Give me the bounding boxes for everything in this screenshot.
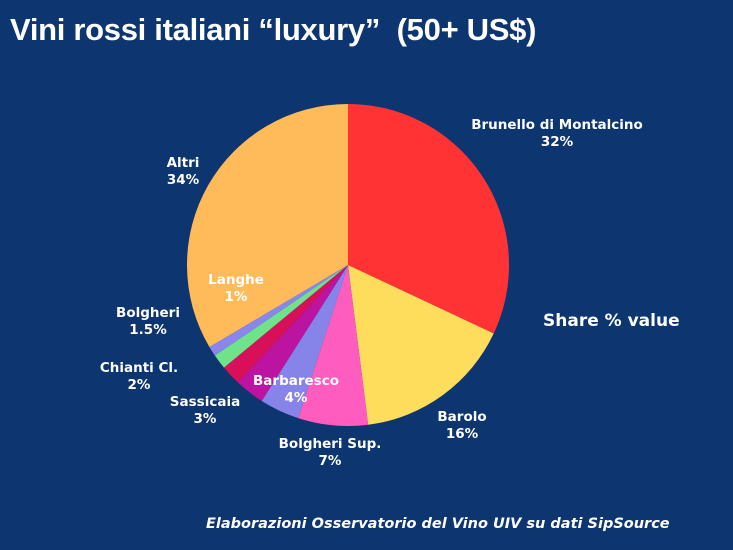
pie-slice-bolgheri-sup	[298, 265, 369, 426]
pie-slice-bolgheri	[214, 265, 348, 368]
slice-label-percent: 32%	[540, 134, 574, 150]
pie-slice-chianti-cl	[223, 265, 348, 383]
slice-label-percent: 1%	[224, 289, 248, 305]
slice-label: Chianti Cl. 2%	[100, 360, 178, 394]
slice-label: Sassicaia 3%	[170, 394, 240, 428]
source-footer: Elaborazioni Osservatorio del Vino UIV s…	[206, 516, 670, 532]
slice-label-percent: 34%	[166, 172, 200, 188]
pie-slice-brunello-di-montalcino	[348, 104, 510, 334]
slice-label-percent: 3%	[193, 411, 217, 427]
pie-slice-sassicaia	[237, 265, 348, 401]
slice-label-name: Bolgheri	[116, 305, 180, 321]
slice-label-name: Bolgheri Sup.	[278, 436, 382, 452]
slice-label-name: Barbaresco	[253, 373, 339, 389]
slice-label: Altri 34%	[167, 155, 200, 189]
slice-label-name: Barolo	[437, 409, 487, 425]
slice-label-percent: 16%	[445, 426, 479, 442]
slice-label-name: Langhe	[208, 272, 264, 288]
pie-slice-barolo	[348, 265, 494, 425]
slice-label: Barolo 16%	[437, 409, 486, 443]
pie-slice-barbaresco	[261, 265, 348, 419]
chart-subtitle: Share % value	[543, 311, 680, 331]
slice-label-name: Altri	[166, 155, 200, 171]
slice-label-percent: 1.5%	[129, 322, 167, 338]
slice-label-percent: 4%	[284, 390, 308, 406]
slice-label: Langhe 1%	[208, 272, 264, 306]
slice-label-name: Chianti Cl.	[99, 360, 179, 376]
pie-slice-altri	[186, 104, 348, 347]
slice-label: Bolgheri 1.5%	[116, 305, 180, 339]
pie-slice-langhe	[209, 265, 348, 356]
slice-label: Brunello di Montalcino 32%	[471, 117, 643, 151]
slice-label-percent: 2%	[127, 377, 151, 393]
slice-label: Barbaresco 4%	[253, 373, 339, 407]
slice-label: Bolgheri Sup. 7%	[279, 436, 382, 470]
slice-label-percent: 7%	[318, 453, 342, 469]
slice-label-name: Brunello di Montalcino	[471, 117, 643, 133]
slice-label-name: Sassicaia	[169, 394, 241, 410]
chart-title: Vini rossi italiani “luxury” (50+ US$)	[10, 12, 537, 47]
